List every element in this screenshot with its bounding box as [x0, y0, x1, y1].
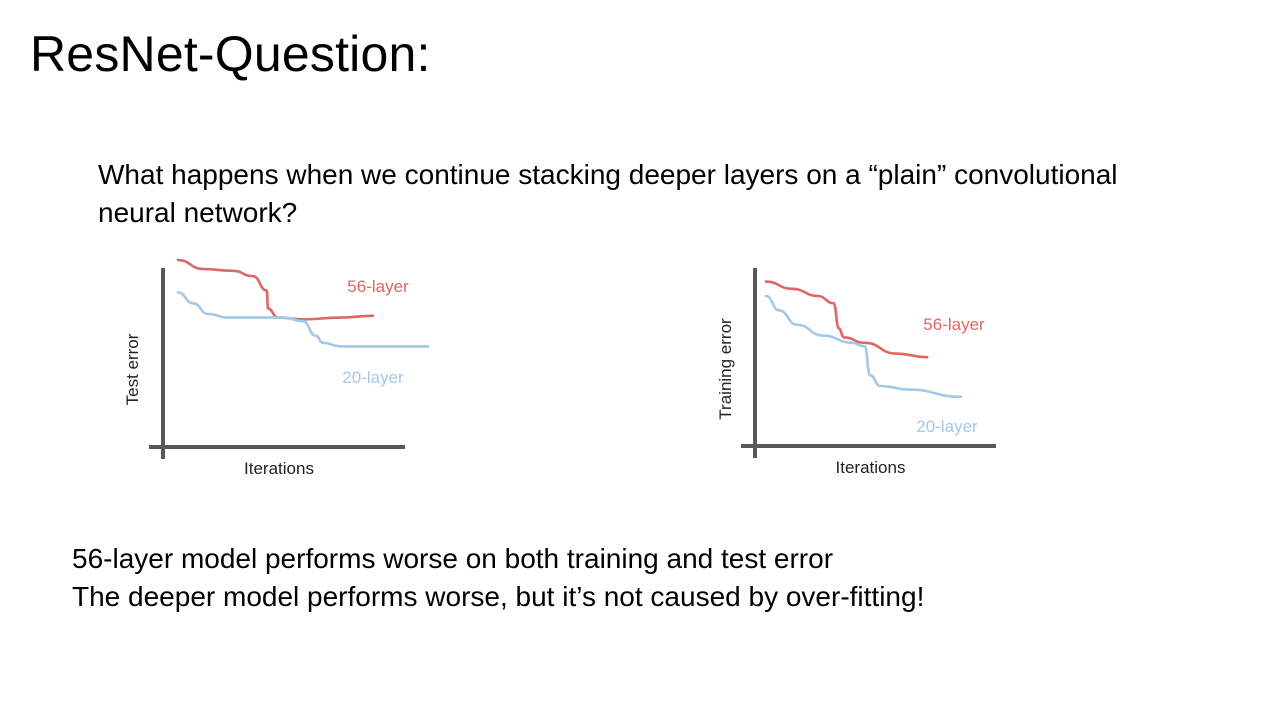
test-error-chart-svg: 56-layer 20-layer Iterations Test error	[123, 258, 430, 478]
x-axis-label: Iterations	[836, 458, 906, 477]
training-error-chart-svg: 56-layer 20-layer Iterations Training error	[716, 268, 996, 477]
x-axis-label: Iterations	[244, 459, 314, 478]
series-line-20-layer	[764, 294, 963, 399]
conclusion-line: 56-layer model performs worse on both tr…	[72, 543, 834, 574]
conclusion-text: 56-layer model performs worse on both tr…	[72, 540, 924, 616]
y-axis-label: Test error	[123, 333, 142, 405]
axes-lines	[741, 268, 996, 458]
question-line: neural network?	[98, 197, 298, 228]
question-text: What happens when we continue stacking d…	[98, 156, 1218, 232]
series-label-56-layer: 56-layer	[347, 277, 409, 296]
question-line: What happens when we continue stacking d…	[98, 159, 1118, 190]
test-error-chart: 56-layer 20-layer Iterations Test error	[110, 250, 430, 490]
axes-lines	[149, 268, 405, 459]
conclusion-line: The deeper model performs worse, but it’…	[72, 581, 925, 612]
training-error-chart: 56-layer 20-layer Iterations Training error	[700, 250, 1020, 490]
series-label-20-layer: 20-layer	[916, 417, 978, 436]
series-label-56-layer: 56-layer	[923, 315, 985, 334]
series-line-56-layer	[176, 258, 375, 321]
y-axis-label: Training error	[716, 318, 735, 420]
series-line-56-layer	[764, 280, 929, 359]
series-line-20-layer	[176, 291, 430, 348]
series-label-20-layer: 20-layer	[342, 368, 404, 387]
slide-title: ResNet-Question:	[30, 26, 431, 82]
